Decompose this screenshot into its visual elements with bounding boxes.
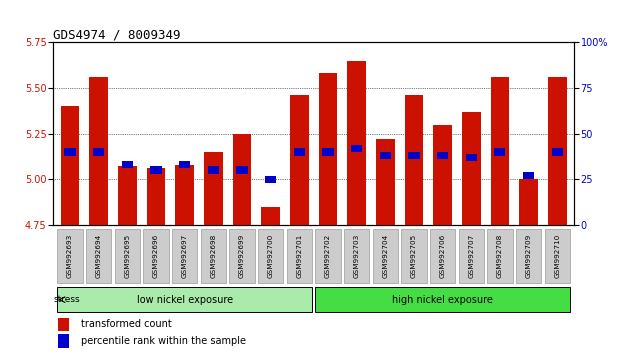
Bar	[290, 95, 309, 225]
Bar	[315, 229, 340, 282]
Bar	[86, 229, 111, 282]
Bar	[237, 166, 248, 174]
Bar	[179, 161, 190, 168]
Text: GSM992706: GSM992706	[440, 234, 446, 278]
Bar	[207, 166, 219, 174]
Bar	[172, 229, 197, 282]
Bar	[65, 148, 76, 155]
Bar	[373, 229, 398, 282]
Text: stress: stress	[53, 295, 80, 304]
Bar	[150, 166, 161, 174]
Bar	[551, 148, 563, 155]
Text: GSM992705: GSM992705	[411, 234, 417, 278]
Bar	[376, 139, 394, 225]
Bar	[287, 229, 312, 282]
Bar	[118, 166, 137, 225]
Bar	[58, 318, 70, 331]
Bar	[294, 148, 305, 155]
Text: GSM992693: GSM992693	[67, 234, 73, 278]
Bar	[351, 144, 362, 152]
Bar	[122, 161, 133, 168]
Bar	[523, 172, 534, 179]
Bar	[401, 229, 427, 282]
Text: percentile rank within the sample: percentile rank within the sample	[81, 336, 247, 346]
Text: GSM992701: GSM992701	[296, 234, 302, 278]
Bar	[430, 229, 455, 282]
Bar	[487, 229, 512, 282]
Bar	[459, 229, 484, 282]
Bar	[491, 77, 509, 225]
Text: transformed count: transformed count	[81, 319, 172, 329]
Text: GSM992698: GSM992698	[211, 234, 216, 278]
Bar	[545, 229, 570, 282]
Text: GSM992699: GSM992699	[239, 234, 245, 278]
Bar	[433, 125, 452, 225]
Bar	[58, 334, 70, 348]
Text: GSM992708: GSM992708	[497, 234, 503, 278]
Bar	[466, 154, 477, 161]
Bar	[93, 148, 104, 155]
Bar	[233, 133, 252, 225]
Text: GDS4974 / 8009349: GDS4974 / 8009349	[53, 28, 180, 41]
Bar	[201, 229, 226, 282]
Text: GSM992700: GSM992700	[268, 234, 274, 278]
Bar	[516, 229, 541, 282]
Bar	[143, 229, 168, 282]
Bar	[319, 74, 337, 225]
Bar	[322, 148, 333, 155]
Bar	[437, 152, 448, 159]
Bar	[494, 148, 505, 155]
Bar	[61, 106, 79, 225]
Text: GSM992709: GSM992709	[525, 234, 532, 278]
Bar	[229, 229, 255, 282]
Text: GSM992704: GSM992704	[383, 234, 388, 278]
Bar	[409, 152, 420, 159]
Bar	[204, 152, 222, 225]
Bar	[315, 287, 571, 312]
Bar	[147, 168, 165, 225]
Text: high nickel exposure: high nickel exposure	[392, 295, 493, 305]
Bar	[405, 95, 424, 225]
Bar	[379, 152, 391, 159]
Bar	[519, 179, 538, 225]
Text: low nickel exposure: low nickel exposure	[137, 295, 233, 305]
Bar	[57, 287, 312, 312]
Text: GSM992695: GSM992695	[124, 234, 130, 278]
Text: GSM992696: GSM992696	[153, 234, 159, 278]
Bar	[462, 112, 481, 225]
Bar	[258, 229, 283, 282]
Bar	[115, 229, 140, 282]
Text: GSM992707: GSM992707	[468, 234, 474, 278]
Bar	[347, 61, 366, 225]
Bar	[344, 229, 369, 282]
Bar	[261, 207, 280, 225]
Bar	[89, 77, 108, 225]
Text: GSM992694: GSM992694	[96, 234, 102, 278]
Bar	[175, 165, 194, 225]
Bar	[265, 176, 276, 183]
Bar	[548, 77, 566, 225]
Bar	[57, 229, 83, 282]
Text: GSM992703: GSM992703	[353, 234, 360, 278]
Text: GSM992702: GSM992702	[325, 234, 331, 278]
Text: GSM992710: GSM992710	[554, 234, 560, 278]
Text: GSM992697: GSM992697	[181, 234, 188, 278]
